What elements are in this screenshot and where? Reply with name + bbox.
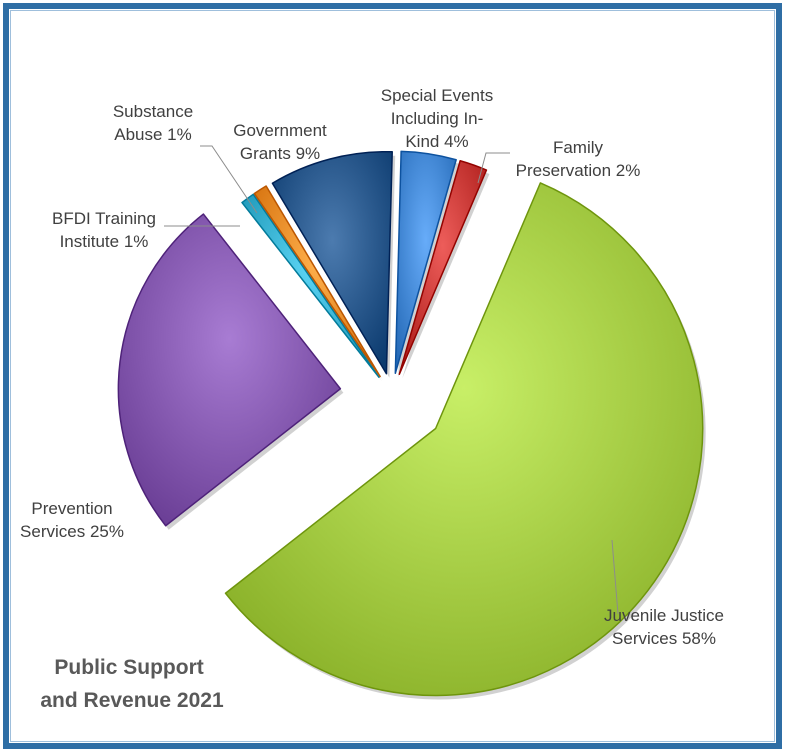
slice-label: Government Grants 9%	[233, 121, 327, 163]
chart-title-line-2: and Revenue 2021	[40, 689, 224, 712]
slice-label-line: Grants 9%	[240, 144, 320, 163]
slice-label-line: Government	[233, 121, 327, 140]
slice-label: Juvenile Justice Services 58%	[604, 606, 724, 648]
slice-label: Substance Abuse 1%	[113, 102, 193, 144]
slice-label-line: Prevention	[31, 499, 112, 518]
slice-label-line: Services 25%	[20, 522, 124, 541]
slice-label: Family Preservation 2%	[516, 138, 641, 180]
slice-label-line: Juvenile Justice	[604, 606, 724, 625]
slice-label-line: Services 58%	[612, 629, 716, 648]
pie-slice	[253, 185, 381, 378]
slice-label-line: Abuse 1%	[114, 125, 192, 144]
frame-inner-border	[10, 10, 775, 742]
slice-labels: Special Events Including In- Kind 4% Family…	[20, 86, 724, 648]
slice-label-line: Kind 4%	[405, 132, 468, 151]
leader-line	[611, 539, 619, 615]
slice-label-line: Substance	[113, 102, 193, 121]
slice-label-line: Including In-	[391, 109, 484, 128]
slice-label: Special Events Including In- Kind 4%	[381, 86, 493, 151]
pie-slice	[224, 182, 704, 697]
slice-label: BFDI Training Institute 1%	[52, 209, 156, 251]
pie-slice	[271, 151, 393, 375]
slice-label-line: Institute 1%	[60, 232, 149, 251]
chart-title-line-1: Public Support	[54, 656, 203, 679]
pie-slice	[394, 150, 457, 375]
slice-label-line: BFDI Training	[52, 209, 156, 228]
leader-line	[200, 145, 258, 214]
pie-slice	[398, 160, 488, 376]
pie-slices	[117, 150, 706, 700]
frame-border	[3, 3, 782, 749]
slice-label-line: Preservation 2%	[516, 161, 641, 180]
slice-label: Prevention Services 25%	[20, 499, 124, 541]
slice-label-line: Family	[553, 138, 604, 157]
leader-line	[477, 152, 510, 184]
pie-slice	[117, 213, 342, 527]
slice-label-line: Special Events	[381, 86, 493, 105]
leader-lines	[164, 145, 619, 615]
chart-title: Public Support and Revenue 2021	[40, 656, 224, 712]
slice-shadow	[402, 164, 490, 379]
